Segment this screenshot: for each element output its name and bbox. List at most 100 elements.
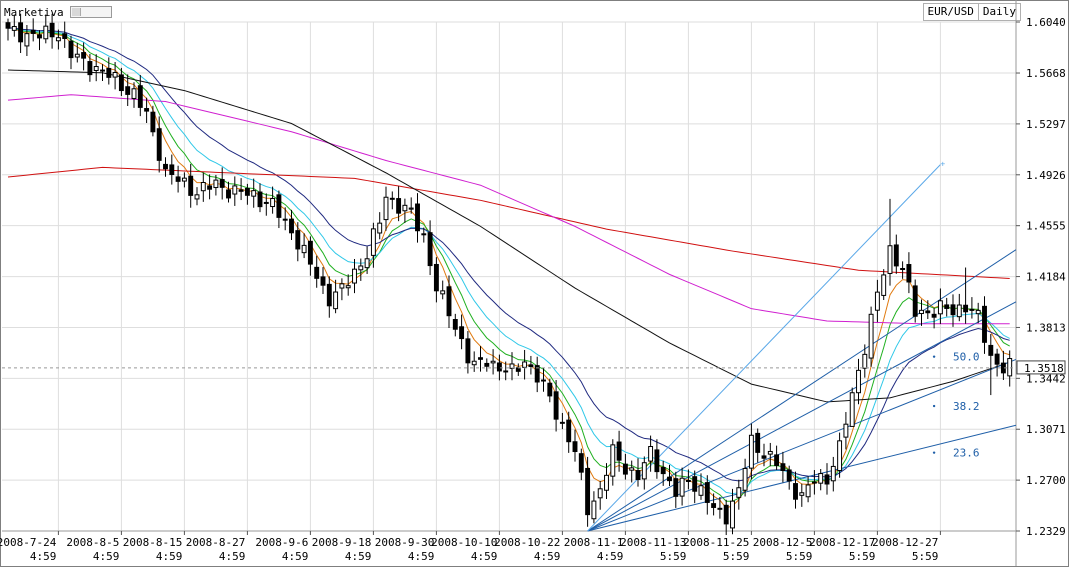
candle-body [137, 85, 143, 108]
candle-body [919, 309, 924, 315]
price-tick-label: 1.4555 [1026, 220, 1066, 233]
candle-body [150, 111, 156, 133]
candle-body [730, 500, 735, 529]
candle-body [541, 379, 546, 382]
candle-body [339, 283, 345, 289]
time-tick-time: 4:59 [345, 550, 372, 563]
time-tick-time: 4:59 [93, 550, 120, 563]
candle-body [761, 455, 767, 459]
candle-body [786, 469, 792, 482]
candle-body [440, 290, 446, 295]
candle-body [93, 66, 99, 72]
candle-body [793, 483, 798, 500]
candle-body [30, 29, 36, 34]
candle-body [484, 362, 490, 367]
chart-grid [2, 0, 1017, 566]
candle-body [591, 500, 597, 520]
time-axis: 2008-7-244:592008-8-54:592008-8-154:5920… [0, 531, 941, 563]
candle-body [358, 265, 364, 271]
candle-body [559, 421, 565, 424]
candle-body [188, 175, 194, 196]
candle-body [956, 304, 962, 318]
symbol-label[interactable]: EUR/USD [927, 5, 974, 18]
fan-line [587, 301, 1017, 532]
time-tick-time: 5:59 [786, 550, 813, 563]
candle-body [452, 319, 458, 330]
price-axis: 1.6040 1.5668 1.5297 1.4926 1.4555 1.4184 1.38… [1016, 16, 1066, 538]
candle-body [610, 444, 616, 477]
candle-body [679, 477, 685, 497]
fib-label: 50.0 [953, 351, 980, 364]
candle-body [994, 353, 1000, 365]
candle-body [345, 285, 351, 289]
candle-body [862, 353, 868, 369]
time-tick-time: 4:59 [282, 550, 309, 563]
candle-body [169, 164, 175, 175]
moving-average-line [7, 69, 1010, 403]
candle-body [597, 488, 603, 499]
candle-body [925, 310, 931, 314]
time-tick-time: 4:59 [408, 550, 435, 563]
candle-body [163, 163, 168, 170]
time-tick-date: 2008-8-15 [123, 536, 183, 549]
candle-body [207, 185, 213, 190]
candle-body [767, 450, 773, 455]
price-tick-label: 1.6040 [1026, 16, 1066, 29]
candle-body [711, 503, 717, 508]
candle-body [969, 308, 975, 311]
price-tick-label: 1.3442 [1026, 372, 1066, 385]
candle-body [849, 392, 855, 427]
time-tick-time: 5:59 [723, 550, 750, 563]
price-tick-label: 1.3813 [1026, 321, 1066, 334]
candle-body [547, 382, 553, 397]
timeframe-label[interactable]: Daily [977, 4, 1020, 20]
candle-body [503, 370, 509, 373]
time-tick-time: 4:59 [30, 550, 57, 563]
candle-body [717, 507, 723, 510]
time-tick-date: 2008-9-6 [255, 536, 308, 549]
candle-body [881, 274, 887, 296]
candle-body [282, 218, 288, 221]
candle-body [81, 52, 87, 59]
candle-body [408, 207, 414, 210]
zoom-slider[interactable] [69, 6, 112, 18]
candle-body [698, 485, 704, 496]
candle-body [654, 449, 660, 473]
candle-body [144, 108, 150, 112]
time-tick-date: 2008-8-27 [186, 536, 246, 549]
candle-body [433, 263, 439, 292]
candle-body [37, 34, 42, 39]
zoom-slider-thumb[interactable] [71, 8, 81, 16]
candle-body [244, 187, 250, 196]
moving-average-line [7, 94, 1010, 325]
candle-body [931, 313, 937, 318]
candle-body [604, 474, 609, 491]
price-tick-label: 1.3071 [1026, 423, 1066, 436]
candle-body [389, 197, 395, 200]
candle-body [578, 453, 584, 473]
candle-body [62, 33, 68, 39]
time-tick-time: 5:59 [660, 550, 687, 563]
candle-body [11, 26, 17, 31]
candle-body [396, 198, 402, 214]
time-tick-date: 2008-10-10 [431, 536, 497, 549]
price-tick-label: 1.5297 [1026, 118, 1066, 131]
candle-body [352, 268, 357, 284]
candle-body [490, 360, 496, 364]
candle-body [635, 470, 641, 481]
price-tick-label: 1.4926 [1026, 169, 1066, 182]
candle-body [522, 361, 528, 368]
candle-body [131, 88, 137, 99]
candle-body [944, 304, 950, 309]
top-toolbar: Marketiva [4, 4, 112, 20]
time-tick-time: 4:59 [156, 550, 183, 563]
candle-body [963, 304, 969, 313]
candle-body [887, 245, 893, 274]
candle-body [326, 283, 332, 307]
candle-body [459, 326, 465, 340]
fan-main-marker: + [940, 160, 945, 169]
candle-body [774, 454, 780, 466]
candle-body [377, 222, 383, 234]
candle-body [118, 74, 124, 92]
